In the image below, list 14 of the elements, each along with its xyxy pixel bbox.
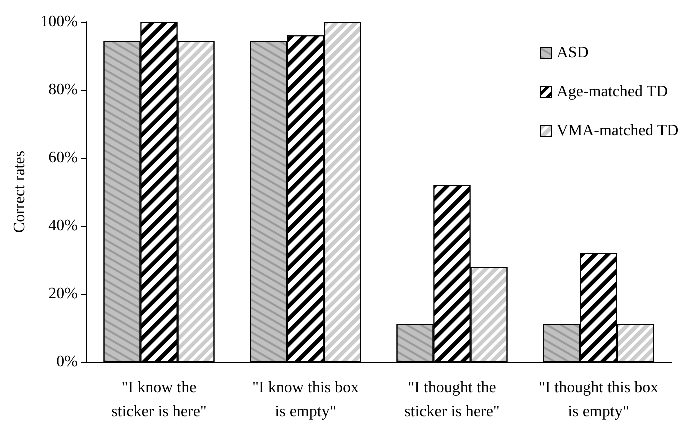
legend-label: ASD — [556, 44, 589, 62]
x-tick-label: "I thought this box is empty" — [538, 380, 659, 420]
y-tick-label: 40% — [48, 218, 78, 234]
y-tick-label: 0% — [56, 354, 78, 370]
x-tick-label: "I thought the sticker is here" — [404, 380, 500, 420]
y-tick-label: 20% — [48, 286, 78, 302]
legend-label: Age-matched TD — [556, 84, 668, 100]
y-tick-label: 80% — [48, 82, 78, 98]
y-axis-title: Correct rates — [12, 150, 28, 234]
x-tick-label: "I know this box is empty" — [252, 380, 360, 420]
y-tick-label: 60% — [48, 150, 78, 166]
x-tick-label: "I know the sticker is here" — [112, 380, 207, 420]
legend-label: VMA-matched TD — [556, 122, 679, 140]
y-tick-label: 100% — [40, 14, 78, 30]
